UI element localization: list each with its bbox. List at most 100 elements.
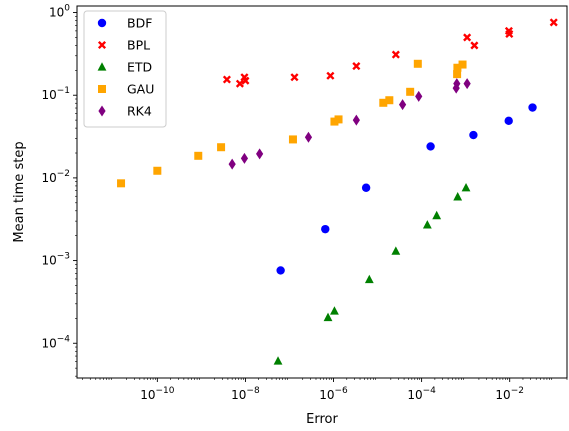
data-point-etd: [391, 246, 401, 255]
data-point-bpl: [326, 71, 335, 80]
series-bdf: [276, 103, 537, 275]
data-point-bdf: [528, 103, 537, 112]
legend-marker-gau: [98, 85, 106, 93]
data-point-rk4: [415, 90, 423, 102]
x-tick-label: 10−10: [140, 386, 175, 402]
data-point-etd: [364, 274, 374, 284]
legend-entry-bdf: BDF: [97, 16, 152, 31]
x-tick-exponent: −10: [155, 386, 174, 396]
y-tick-base: 10: [41, 254, 56, 268]
data-point-rk4: [398, 99, 407, 111]
y-tick-label: 100: [49, 4, 70, 20]
data-point-etd: [323, 312, 333, 322]
data-point-bpl: [290, 73, 299, 82]
data-point-gau: [453, 63, 462, 72]
data-point-gau: [217, 143, 226, 152]
x-tick-exponent: −6: [335, 386, 349, 396]
data-point-rk4: [304, 131, 313, 143]
data-point-etd: [432, 210, 442, 220]
data-point-gau: [413, 59, 422, 68]
data-point-gau: [330, 117, 339, 126]
data-point-gau: [288, 135, 297, 144]
legend-label: BPL: [127, 38, 150, 53]
y-tick-label: 10−2: [41, 169, 70, 185]
series-rk4: [228, 78, 471, 170]
data-point-etd: [422, 220, 432, 229]
x-axis-label: Error: [306, 412, 338, 427]
y-tick-exponent: −2: [57, 169, 70, 179]
data-point-bpl: [470, 41, 479, 50]
data-point-gau: [385, 96, 394, 105]
y-axis-label: Mean time step: [12, 141, 27, 242]
x-tick-label: 10−4: [407, 386, 436, 402]
data-point-gau: [194, 151, 203, 160]
data-point-rk4: [256, 148, 264, 160]
data-point-rk4: [453, 78, 461, 90]
data-point-etd: [273, 356, 283, 365]
data-point-gau: [406, 87, 415, 96]
data-point-bdf: [504, 116, 513, 126]
data-point-bpl: [505, 29, 514, 39]
data-point-etd: [330, 306, 339, 315]
legend-marker-rk4: [98, 105, 106, 117]
x-axis-ticks: 10−10 10−8 10−6 10−4 10−2: [82, 378, 568, 402]
data-point-rk4: [228, 158, 236, 170]
data-point-gau: [458, 60, 467, 69]
data-point-bdf: [426, 142, 435, 151]
legend-entry-etd: ETD: [97, 60, 152, 75]
y-tick-base: 10: [41, 336, 56, 350]
legend-marker-bpl: [97, 40, 107, 50]
data-point-gau: [453, 70, 462, 79]
y-tick-exponent: −3: [57, 252, 70, 262]
x-tick-label: 10−8: [231, 386, 260, 402]
series-gau: [117, 59, 467, 188]
y-tick-exponent: −4: [57, 334, 71, 344]
y-tick-label: 10−3: [41, 252, 70, 268]
data-point-etd: [453, 192, 463, 201]
data-point-bdf: [469, 130, 478, 140]
legend-label: ETD: [127, 60, 152, 75]
data-point-gau: [334, 115, 343, 124]
x-tick-base: 10: [407, 388, 422, 402]
x-tick-base: 10: [140, 388, 155, 402]
data-point-rk4: [240, 152, 249, 164]
plot-area-frame: [76, 5, 568, 379]
data-point-gau: [117, 179, 126, 188]
x-tick-exponent: −4: [423, 386, 437, 396]
legend-marker-etd: [97, 62, 107, 71]
data-point-rk4: [463, 78, 471, 90]
legend: BDF BPL ETD GAU RK4: [83, 10, 167, 128]
series-etd: [273, 182, 471, 365]
data-point-gau: [153, 166, 162, 175]
data-point-rk4: [352, 114, 360, 126]
legend-label: BDF: [127, 16, 152, 31]
data-point-bpl: [391, 50, 400, 59]
x-tick-exponent: −8: [246, 386, 260, 396]
data-point-bpl: [235, 79, 244, 88]
data-point-etd: [461, 182, 471, 192]
legend-entry-bpl: BPL: [97, 38, 150, 53]
x-tick-base: 10: [319, 388, 334, 402]
y-tick-exponent: −1: [57, 86, 70, 96]
y-tick-base: 10: [49, 6, 64, 20]
data-point-bpl: [222, 75, 231, 84]
y-tick-base: 10: [41, 88, 56, 102]
data-point-bdf: [321, 224, 330, 234]
x-tick-base: 10: [495, 388, 510, 402]
x-tick-label: 10−6: [319, 386, 348, 402]
data-point-bdf: [361, 183, 371, 192]
y-tick-exponent: 0: [64, 4, 70, 14]
x-tick-exponent: −2: [511, 386, 524, 396]
legend-entry-gau: GAU: [98, 82, 154, 97]
y-tick-label: 10−4: [41, 334, 70, 350]
y-tick-label: 10−1: [41, 86, 70, 102]
data-point-bpl: [463, 33, 472, 42]
x-tick-label: 10−2: [495, 386, 524, 402]
y-tick-base: 10: [41, 171, 56, 185]
data-point-bpl: [549, 18, 558, 27]
data-point-bpl: [240, 73, 249, 82]
legend-box: [83, 10, 167, 128]
legend-marker-bdf: [97, 18, 107, 28]
